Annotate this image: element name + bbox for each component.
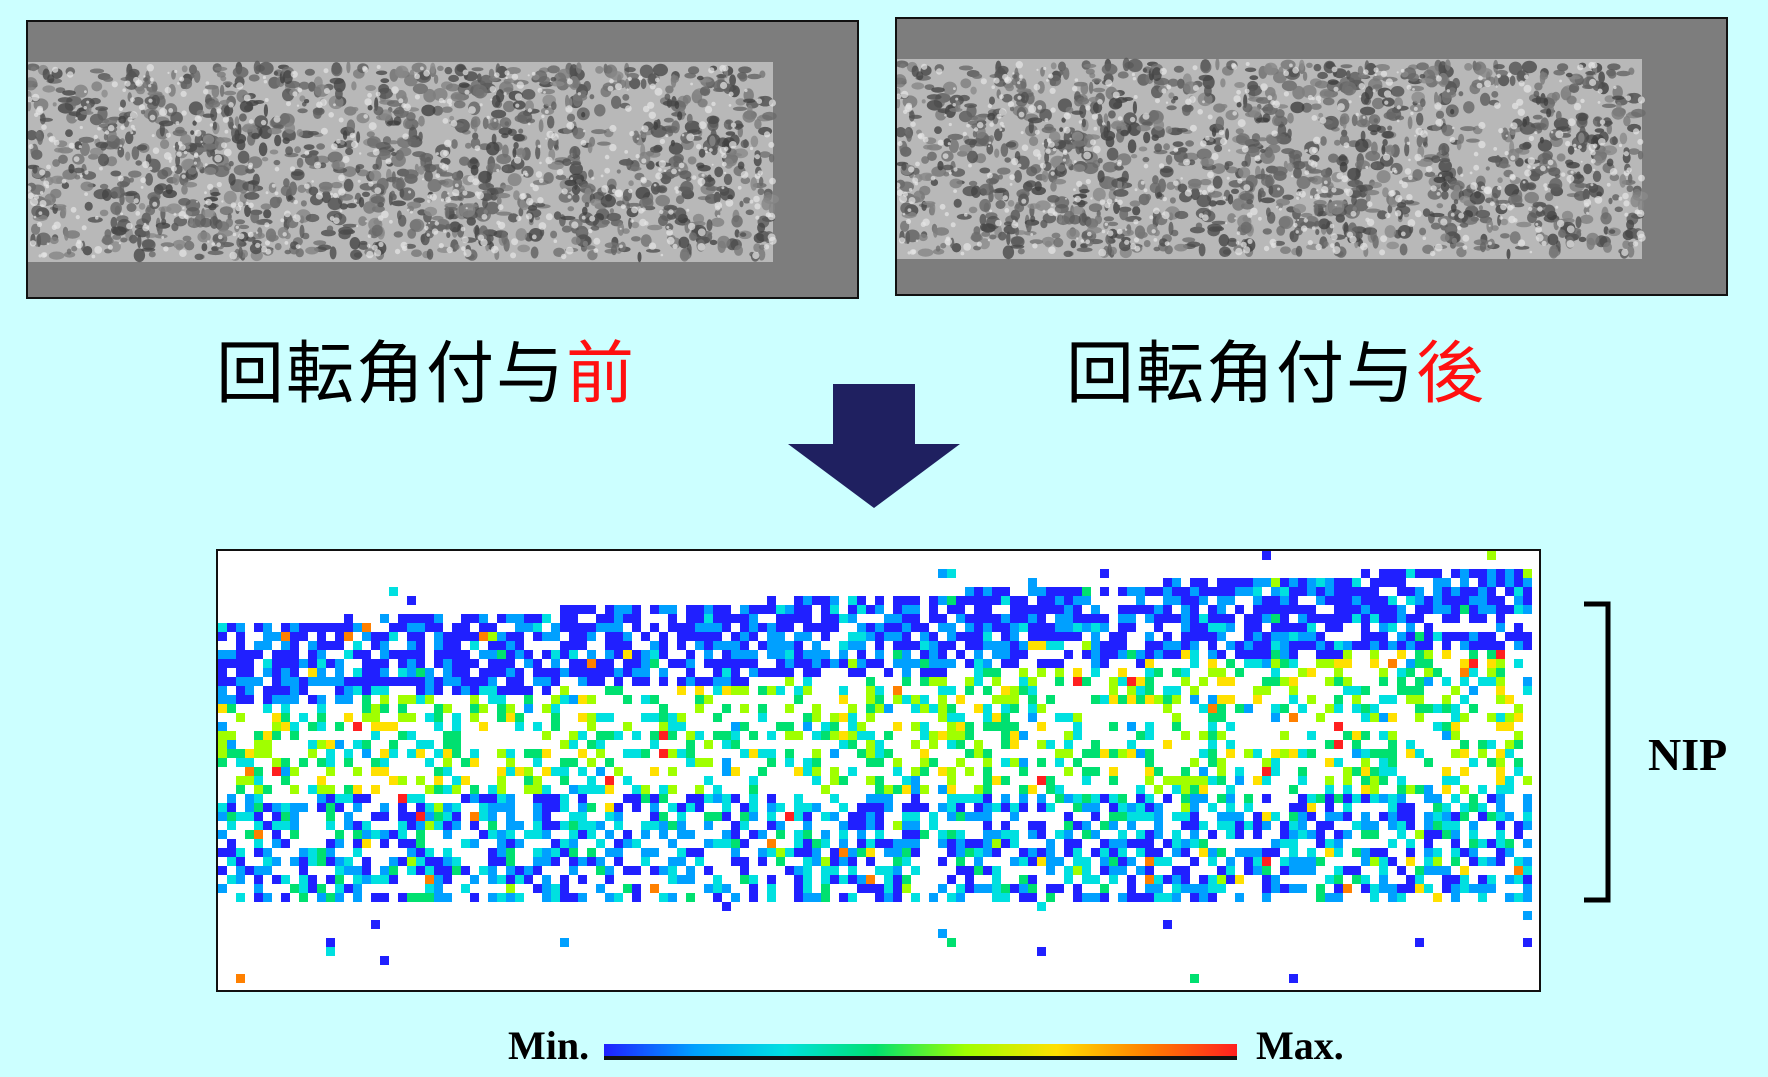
nip-label: NIP <box>1648 729 1728 780</box>
caption-after-suffix: 後 <box>1416 335 1487 414</box>
colorbar-min-label: Min. <box>508 1023 590 1068</box>
photo-before <box>26 20 859 299</box>
photo-after <box>895 17 1728 296</box>
down-arrow-icon <box>788 384 960 508</box>
caption-after-text: 回転角付与 <box>1066 335 1417 414</box>
caption-before: 回転角付与前 <box>216 318 636 417</box>
colorbar <box>604 1044 1237 1060</box>
colorbar-max-label: Max. <box>1256 1023 1344 1068</box>
caption-before-suffix: 前 <box>566 335 637 414</box>
strain-map <box>216 549 1541 992</box>
nip-bracket <box>1584 601 1611 903</box>
caption-after: 回転角付与後 <box>1066 318 1486 417</box>
caption-before-text: 回転角付与 <box>216 335 567 414</box>
